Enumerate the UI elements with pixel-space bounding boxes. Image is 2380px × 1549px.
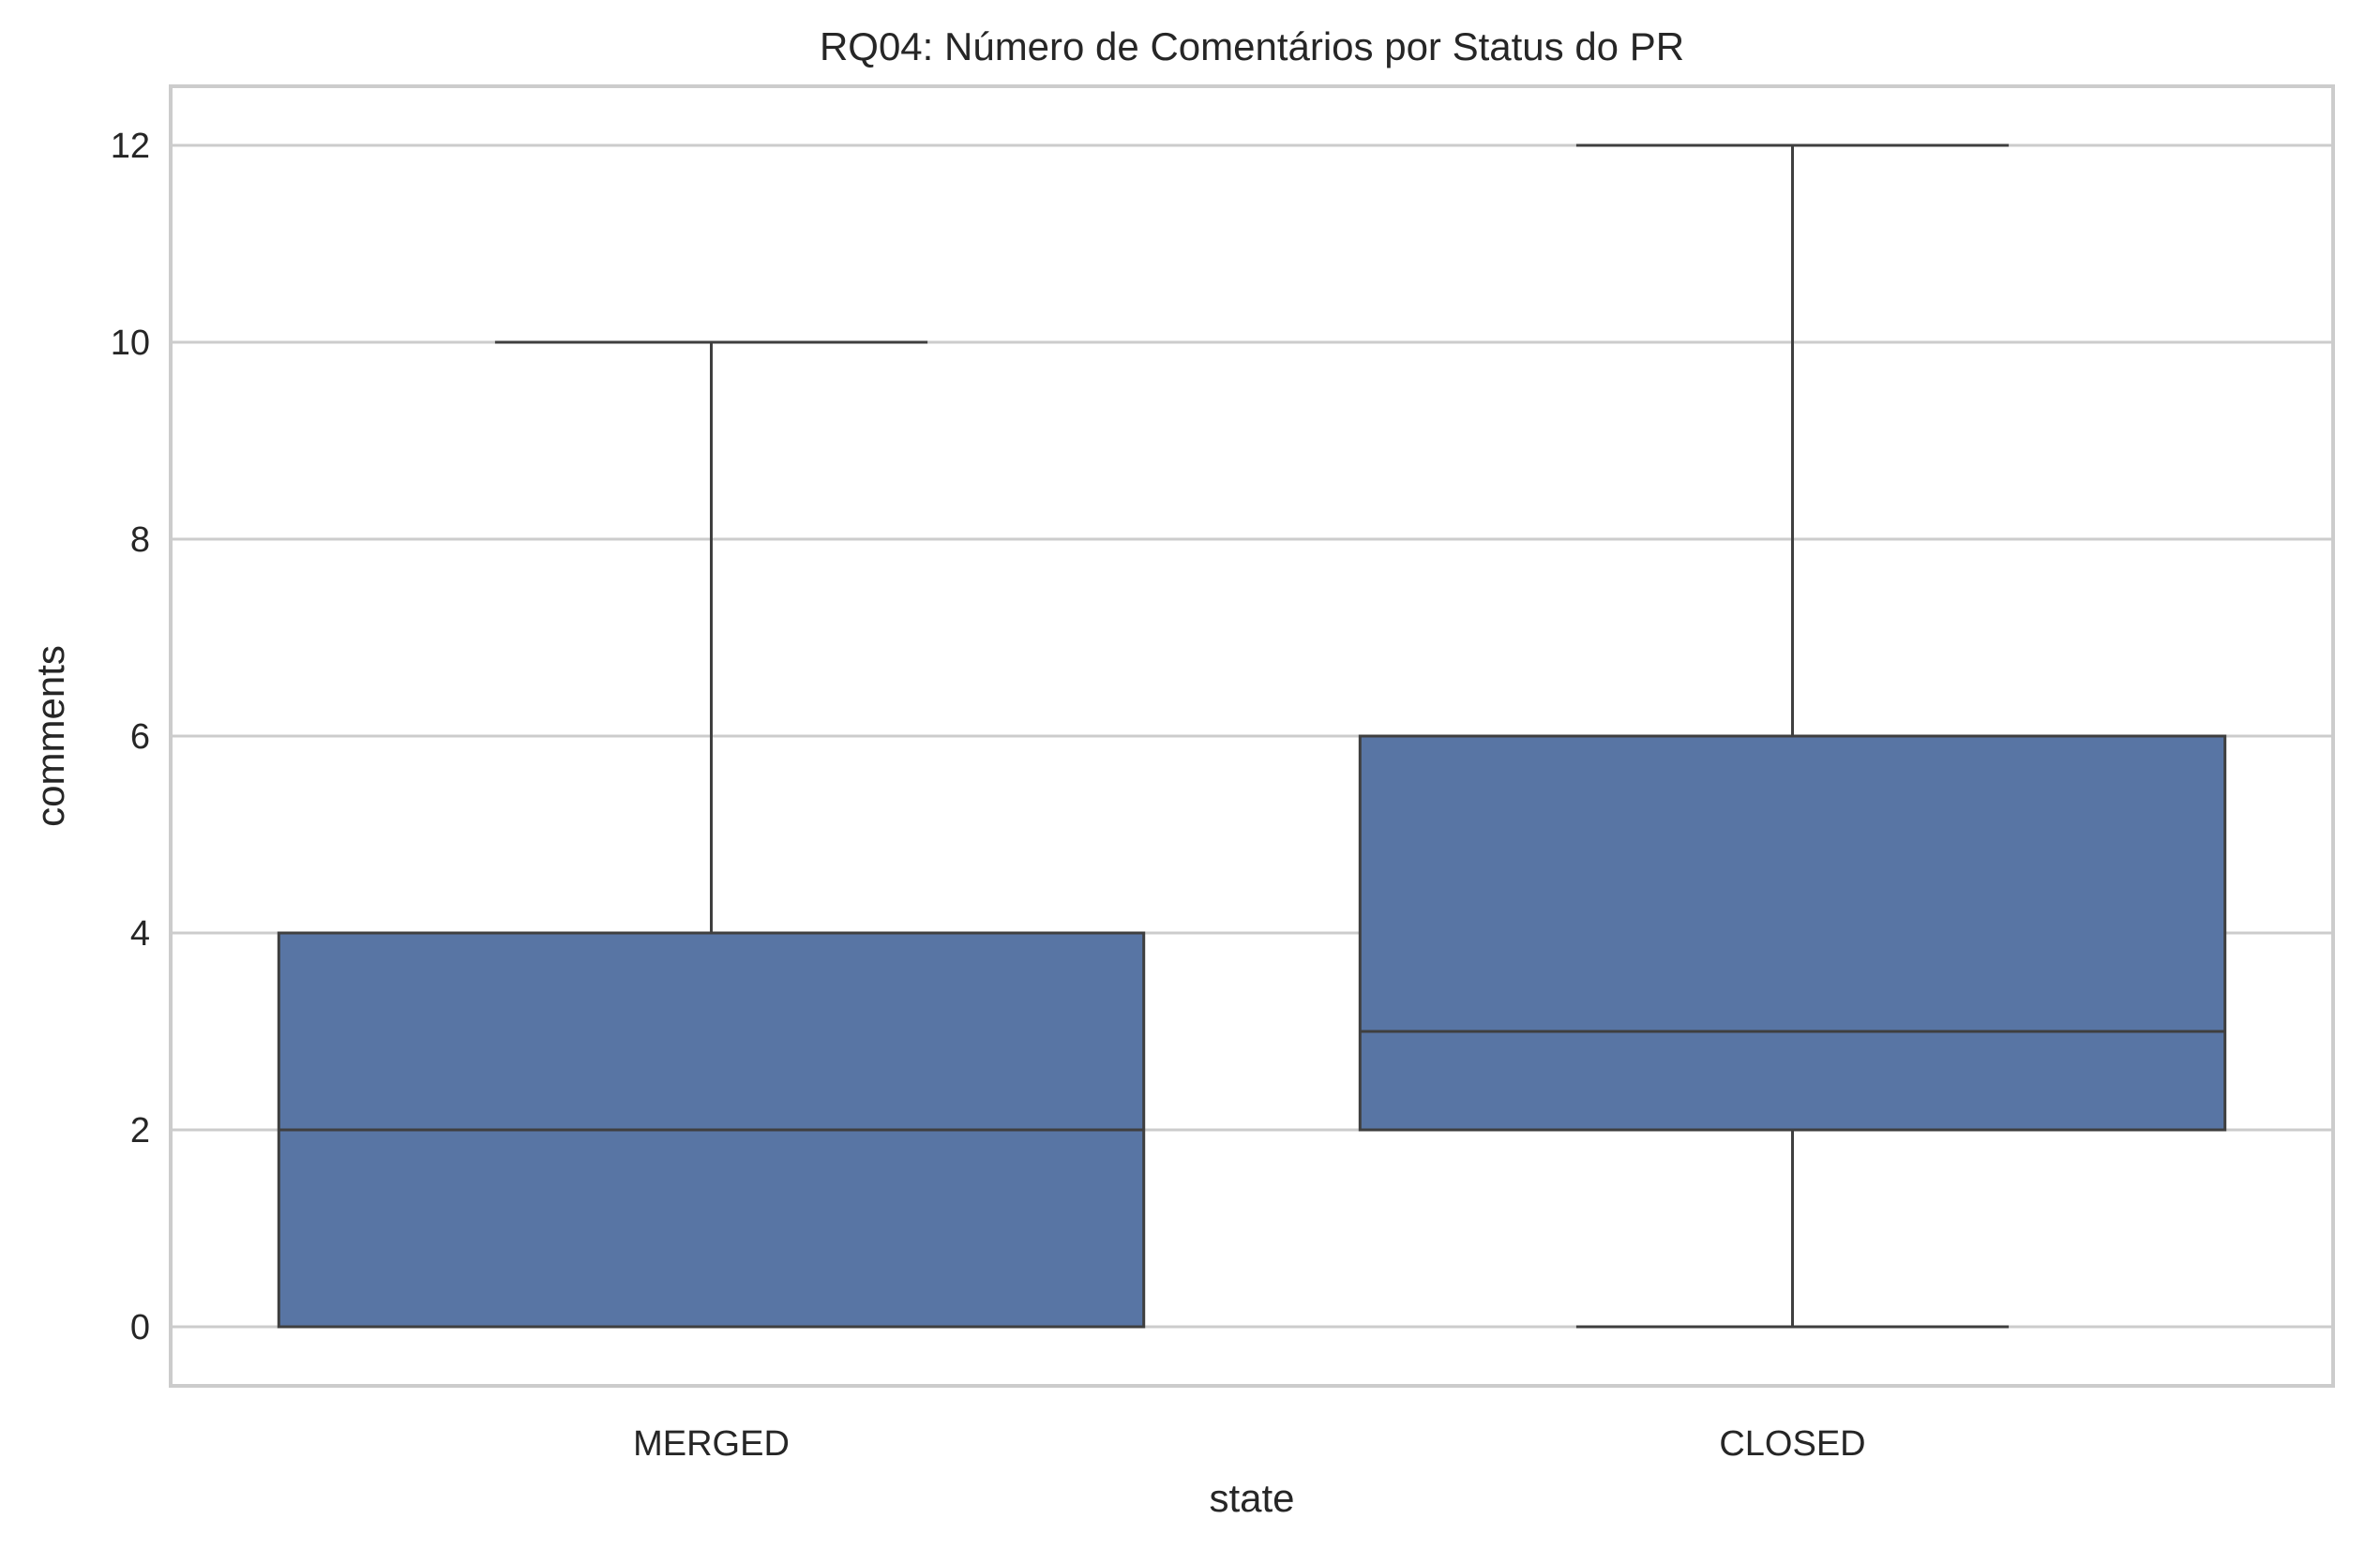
boxes [277,143,2227,1329]
x-tick-label: CLOSED [1719,1424,1865,1464]
x-tick-label: MERGED [633,1424,790,1464]
y-tick-label: 4 [130,914,150,954]
y-tick-labels: 0 2 4 6 8 10 12 [111,127,150,1347]
chart-title: RQ04: Número de Comentários por Status d… [820,24,1684,68]
y-tick-label: 10 [111,323,150,363]
y-tick-label: 0 [130,1308,150,1347]
iqr-box [1358,734,2227,1132]
y-axis-label: comments [28,645,72,827]
box-group-merged [277,340,1146,1329]
plot-frame [169,84,2335,1388]
y-tick-label: 6 [130,717,150,757]
y-tick-label: 8 [130,520,150,560]
x-tick-labels: MERGED CLOSED [633,1424,1866,1464]
x-axis-label: state [1209,1476,1294,1520]
y-tick-label: 2 [130,1111,150,1150]
y-tick-label: 12 [111,127,150,166]
box-group-closed [1358,143,2227,1329]
